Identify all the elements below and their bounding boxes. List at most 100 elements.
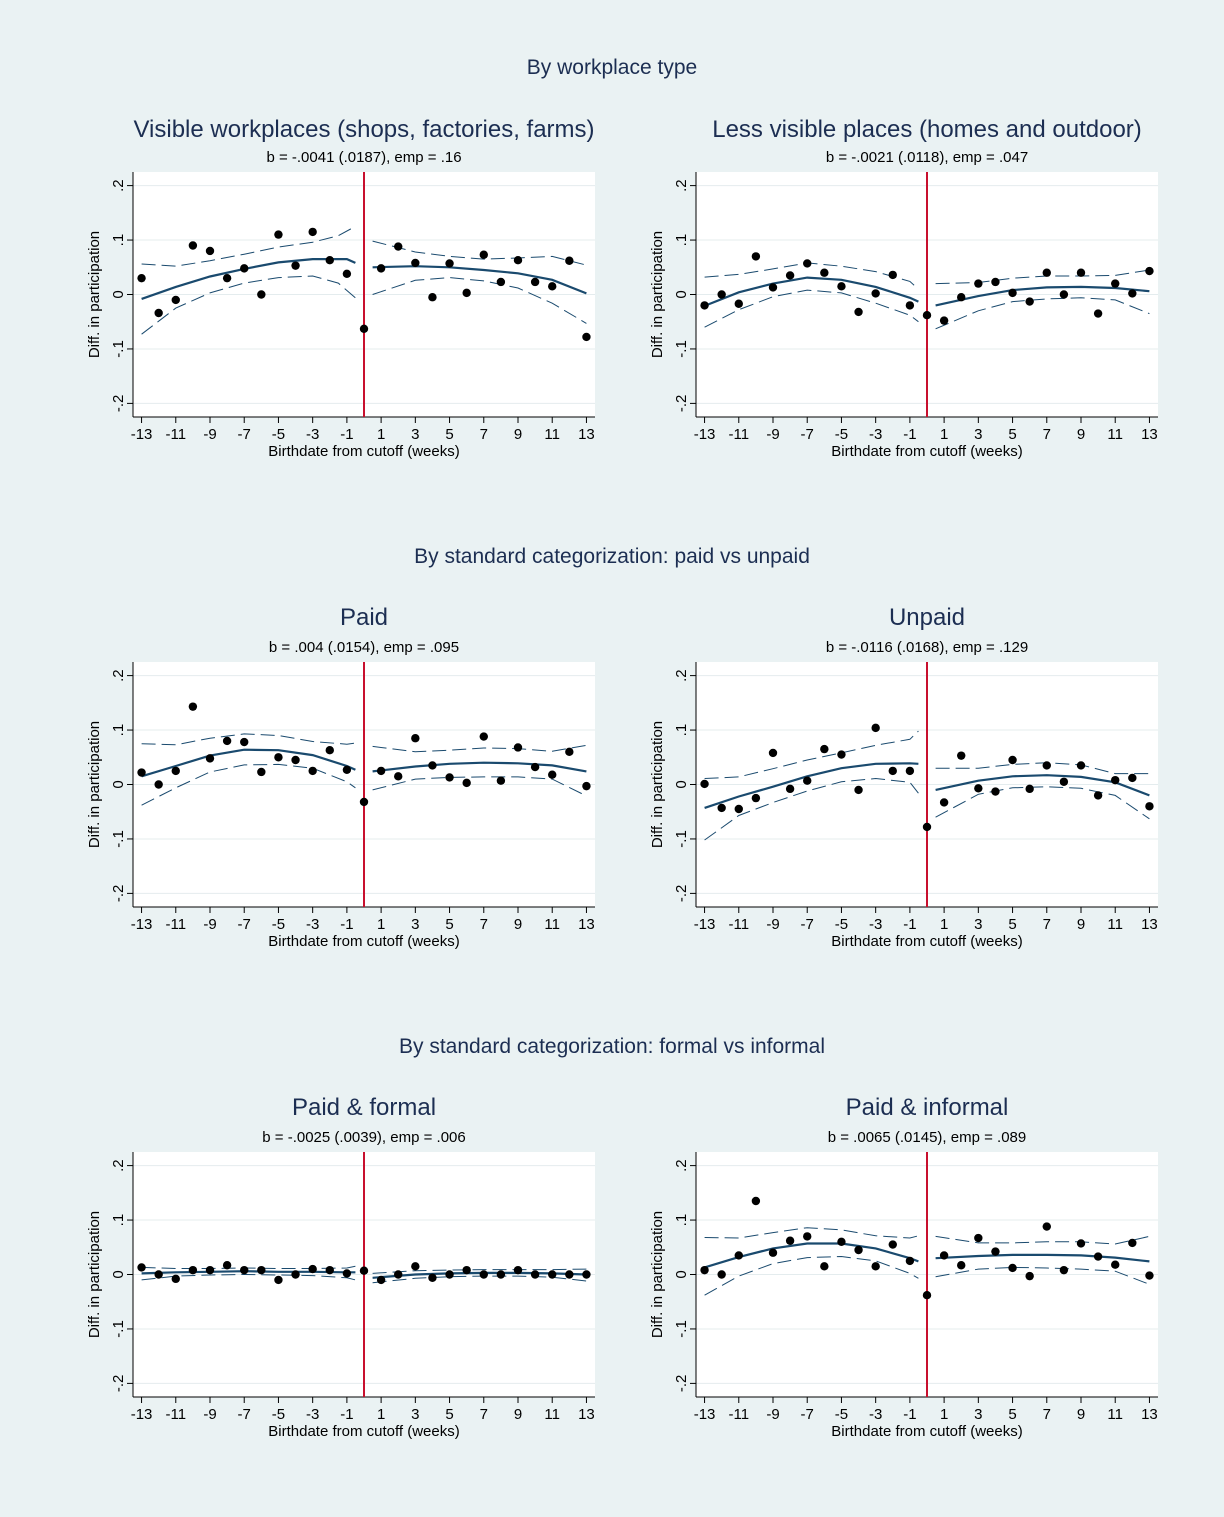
x-tick-label: 9: [514, 1406, 522, 1423]
x-axis-label: Birthdate from cutoff (weeks): [831, 443, 1022, 460]
x-tick-label: -7: [238, 916, 251, 933]
y-tick-label: -.1: [673, 1320, 690, 1338]
data-point: [257, 1265, 266, 1275]
data-point: [1025, 784, 1034, 794]
y-tick-label: .2: [673, 1159, 690, 1172]
data-point: [905, 1256, 915, 1266]
x-tick-label: -13: [131, 916, 153, 933]
x-tick-label: 1: [940, 1406, 948, 1423]
data-point: [565, 747, 574, 757]
data-point: [803, 1232, 812, 1241]
fit-line: [372, 761, 587, 773]
data-point: [137, 273, 146, 283]
data-point: [291, 1270, 300, 1279]
x-tick-label: 5: [1008, 916, 1016, 933]
data-point: [1128, 1238, 1137, 1248]
y-axis-label: Diff. in participation: [86, 1211, 103, 1338]
x-tick-label: 11: [1107, 916, 1123, 933]
ci-lower-line: [141, 275, 356, 335]
data-point: [837, 1237, 846, 1247]
data-point: [548, 770, 557, 779]
data-point: [171, 1274, 180, 1284]
ci-upper-line: [935, 1235, 1150, 1245]
x-tick-label: 5: [1008, 1406, 1016, 1423]
data-point: [854, 1245, 863, 1255]
x-tick-label: -11: [728, 426, 749, 443]
data-point: [188, 1265, 198, 1275]
ci-upper-line: [704, 730, 919, 779]
x-tick-label: 7: [480, 916, 488, 933]
data-point: [240, 1265, 249, 1275]
data-point: [394, 1270, 403, 1279]
fit-line: [141, 748, 356, 778]
chart-subtitle: b = -.0116 (.0168), emp = .129: [826, 639, 1028, 656]
x-tick-label: 3: [411, 916, 419, 933]
data-point: [582, 1270, 591, 1279]
y-axis-label: Diff. in participation: [649, 1211, 666, 1338]
data-point: [496, 1270, 506, 1279]
data-point: [734, 1251, 743, 1260]
data-point: [1042, 268, 1051, 277]
data-point: [1128, 289, 1137, 298]
data-point: [205, 754, 215, 763]
fit-line: [704, 1242, 919, 1269]
data-point: [530, 1270, 540, 1279]
y-tick-label: -.1: [673, 340, 690, 358]
data-point: [325, 256, 334, 265]
data-point: [803, 776, 812, 785]
x-tick-label: 7: [1043, 1406, 1051, 1423]
data-point: [939, 798, 949, 807]
data-point: [291, 261, 300, 270]
y-tick-label: .2: [673, 669, 690, 682]
ci-lower-line: [372, 776, 587, 797]
data-point: [1093, 791, 1103, 800]
fit-line: [704, 762, 919, 809]
ci-lower-line: [935, 786, 1150, 820]
data-point: [308, 1264, 317, 1274]
data-point: [274, 753, 283, 762]
data-point: [734, 804, 743, 814]
x-tick-label: 3: [411, 1406, 419, 1423]
data-point: [888, 766, 897, 776]
data-point: [154, 780, 163, 789]
data-point: [854, 785, 863, 795]
data-point: [445, 259, 454, 268]
x-tick-label: 13: [1141, 426, 1158, 443]
ci-upper-line: [372, 240, 587, 266]
y-tick-label: .1: [673, 724, 690, 737]
data-point: [700, 779, 709, 789]
data-point: [888, 1240, 897, 1249]
x-tick-label: 3: [974, 916, 982, 933]
x-tick-label: 9: [1077, 426, 1085, 443]
x-tick-label: -11: [165, 426, 186, 443]
fit-line: [141, 258, 356, 300]
data-point: [188, 702, 198, 711]
x-tick-label: -9: [766, 1406, 779, 1423]
y-tick-label: .1: [110, 1214, 127, 1227]
x-tick-label: -5: [272, 426, 285, 443]
x-tick-label: 13: [578, 916, 595, 933]
data-point: [991, 787, 1000, 796]
data-point: [751, 252, 761, 261]
data-point: [991, 1247, 1000, 1256]
y-tick-label: -.2: [673, 1375, 690, 1393]
x-tick-label: 1: [940, 916, 948, 933]
data-point: [1008, 755, 1017, 765]
ci-lower-line: [704, 1255, 919, 1296]
y-tick-label: .1: [673, 1214, 690, 1227]
y-tick-label: -.1: [110, 340, 127, 358]
x-tick-label: 5: [445, 1406, 453, 1423]
y-tick-label: -.2: [110, 395, 127, 413]
data-point: [1111, 775, 1120, 785]
x-tick-label: -1: [340, 426, 353, 443]
y-tick-label: 0: [673, 780, 690, 788]
data-point: [565, 256, 574, 265]
x-tick-label: -1: [340, 916, 353, 933]
data-point: [717, 290, 726, 299]
data-point: [1145, 1271, 1154, 1280]
data-point: [222, 736, 232, 746]
